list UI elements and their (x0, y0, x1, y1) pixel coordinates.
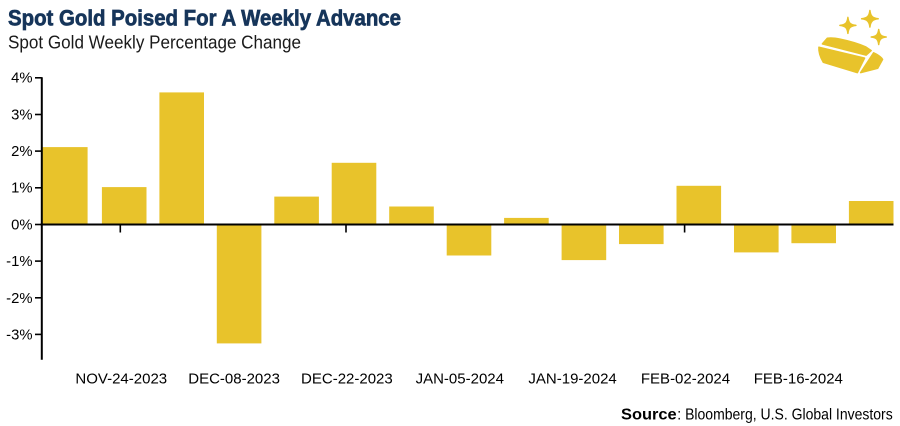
svg-text:NOV-24-2023: NOV-24-2023 (75, 370, 167, 387)
svg-text:Source: Source (621, 406, 677, 423)
svg-text:JAN-05-2024: JAN-05-2024 (416, 370, 504, 387)
svg-text:DEC-22-2023: DEC-22-2023 (301, 370, 393, 387)
svg-text:FEB-16-2024: FEB-16-2024 (754, 370, 843, 387)
svg-text:0%: 0% (11, 217, 32, 233)
svg-text:-2%: -2% (6, 291, 32, 307)
svg-text:Spot Gold Weekly Percentage Ch: Spot Gold Weekly Percentage Change (8, 33, 301, 53)
svg-text:4%: 4% (11, 71, 32, 87)
svg-text:2%: 2% (11, 144, 32, 160)
svg-text:3%: 3% (11, 107, 32, 123)
svg-text:FEB-02-2024: FEB-02-2024 (641, 370, 730, 387)
svg-text:-3%: -3% (6, 328, 32, 344)
svg-text:1%: 1% (11, 181, 32, 197)
svg-text:JAN-19-2024: JAN-19-2024 (528, 370, 616, 387)
svg-text:: Bloomberg, U.S. Global Inves: : Bloomberg, U.S. Global Investors (677, 406, 892, 423)
svg-text:-1%: -1% (6, 254, 32, 270)
svg-text:Spot Gold Poised For A Weekly: Spot Gold Poised For A Weekly Advance (8, 6, 401, 31)
svg-text:DEC-08-2023: DEC-08-2023 (188, 370, 280, 387)
